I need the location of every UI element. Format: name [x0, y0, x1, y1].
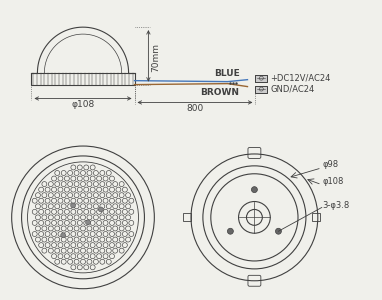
Circle shape	[275, 228, 282, 234]
Text: GND/AC24: GND/AC24	[270, 85, 314, 94]
Text: φ108: φ108	[71, 100, 95, 109]
Circle shape	[227, 228, 233, 234]
Bar	[256, 75, 267, 82]
Circle shape	[61, 233, 66, 238]
Text: φ108: φ108	[323, 177, 344, 186]
Bar	[31, 73, 134, 85]
Text: BROWN: BROWN	[201, 88, 240, 97]
Bar	[312, 213, 320, 221]
Text: 70mm: 70mm	[151, 44, 160, 72]
Text: 3-φ3.8: 3-φ3.8	[323, 202, 350, 211]
Text: +DC12V/AC24: +DC12V/AC24	[270, 74, 331, 83]
Bar	[256, 85, 267, 92]
Circle shape	[71, 203, 76, 208]
Bar	[256, 75, 267, 82]
Circle shape	[86, 220, 91, 225]
Text: 800: 800	[186, 104, 204, 113]
Bar	[256, 85, 267, 92]
Bar	[183, 213, 191, 221]
Text: φ98: φ98	[323, 160, 339, 169]
Text: BLUE: BLUE	[214, 69, 240, 78]
Circle shape	[99, 207, 103, 212]
Circle shape	[251, 187, 257, 193]
